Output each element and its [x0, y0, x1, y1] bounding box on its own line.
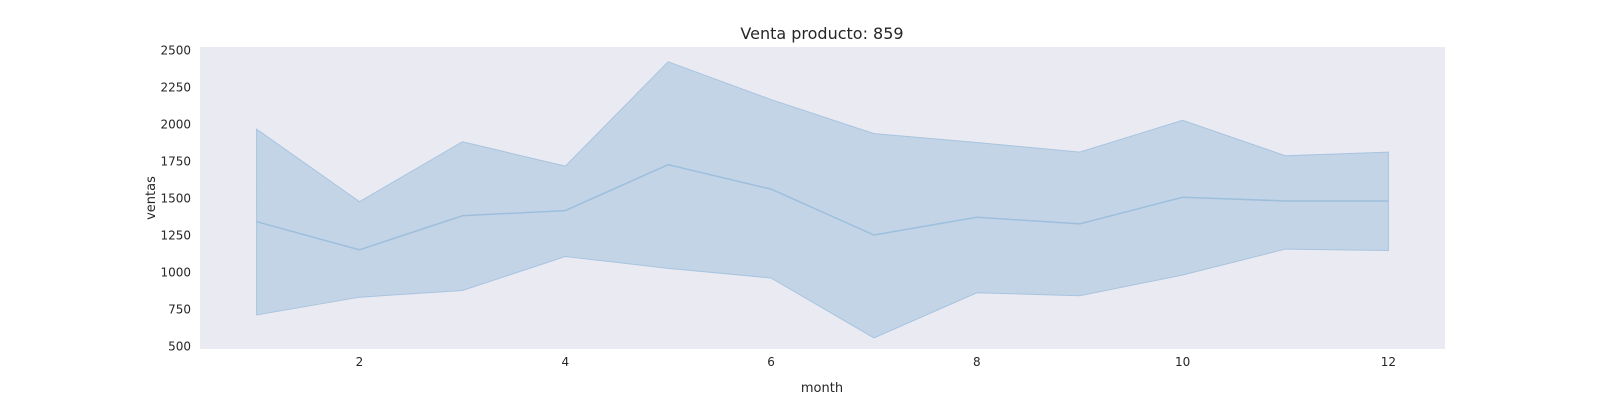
confidence-band-layer [256, 61, 1389, 339]
y-tick-label: 1750 [160, 154, 191, 168]
data-point [1181, 195, 1185, 199]
y-tick-label: 2500 [160, 43, 191, 57]
data-point [975, 215, 979, 219]
data-point [1078, 222, 1082, 226]
x-tick-label: 4 [561, 355, 569, 369]
x-tick-labels: 2 4 6 8 10 12 [356, 355, 1396, 369]
x-tick-label: 2 [356, 355, 364, 369]
y-tick-label: 2250 [160, 80, 191, 94]
x-tick-label: 8 [973, 355, 981, 369]
chart-title: Venta producto: 859 [740, 24, 903, 43]
y-tick-label: 2000 [160, 117, 191, 131]
line-layer [255, 163, 1390, 252]
data-point [1284, 199, 1288, 203]
x-tick-label: 10 [1175, 355, 1190, 369]
x-tick-label: 6 [767, 355, 775, 369]
y-tick-label: 500 [168, 340, 191, 354]
data-point [563, 209, 567, 213]
confidence-band [256, 61, 1389, 339]
y-axis-label: ventas [144, 176, 159, 220]
series-line [256, 163, 1389, 251]
y-tick-label: 1250 [160, 229, 191, 243]
data-point [460, 214, 464, 218]
data-point [769, 187, 773, 191]
y-tick-labels: 500 750 1000 1250 1500 1750 2000 2250 2500 [160, 43, 191, 353]
y-tick-label: 750 [168, 303, 191, 317]
x-axis-label: month [801, 381, 843, 396]
y-tick-label: 1500 [160, 192, 191, 206]
data-point [666, 163, 670, 167]
x-tick-label: 12 [1381, 355, 1396, 369]
data-point [255, 220, 259, 224]
data-point [872, 233, 876, 237]
y-tick-label: 1000 [160, 266, 191, 280]
data-point [1386, 199, 1390, 203]
data-point [357, 248, 361, 252]
